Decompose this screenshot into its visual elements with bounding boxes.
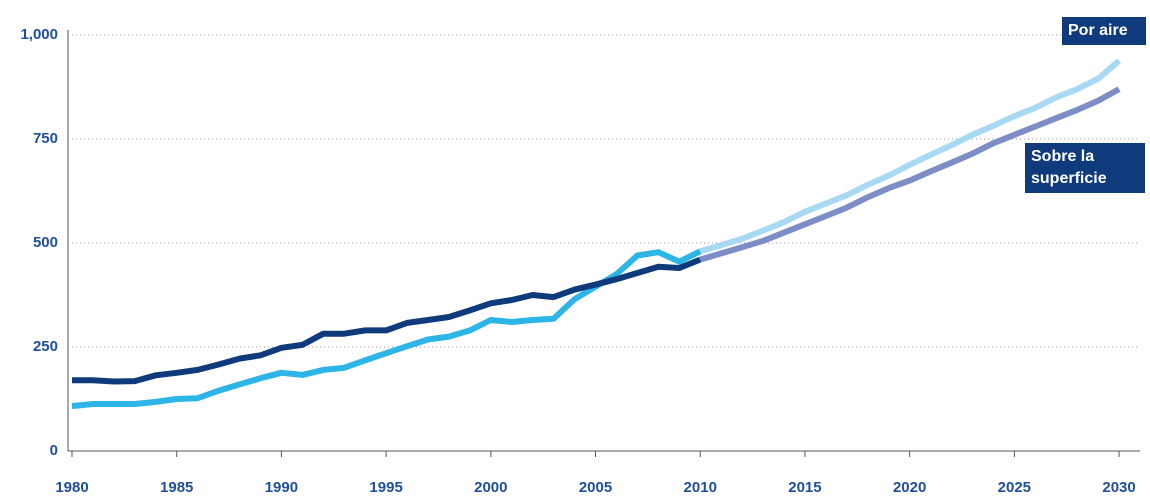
y-tick-label: 250 <box>33 338 58 355</box>
series-label: Sobre la superficie <box>1025 143 1145 193</box>
x-tick-label: 2010 <box>684 479 717 496</box>
x-tick-label: 1995 <box>369 479 402 496</box>
y-tick-label: 750 <box>33 130 58 147</box>
x-tick-label: 1990 <box>265 479 298 496</box>
x-tick-label: 2005 <box>579 479 612 496</box>
x-tick-label: 2020 <box>893 479 926 496</box>
x-tick-label: 2000 <box>474 479 507 496</box>
forecast-line <box>699 58 1122 255</box>
y-tick-label: 0 <box>50 442 58 459</box>
x-tick-label: 1980 <box>55 479 88 496</box>
x-tick-label: 2015 <box>788 479 821 496</box>
history-line <box>72 256 702 385</box>
series-label: Por aire <box>1062 17 1146 45</box>
forecast-line <box>699 86 1121 263</box>
x-tick-label: 1985 <box>160 479 193 496</box>
y-tick-label: 500 <box>33 234 58 251</box>
x-tick-label: 2030 <box>1102 479 1135 496</box>
y-tick-label: 1,000 <box>20 26 58 43</box>
x-tick-label: 2025 <box>998 479 1031 496</box>
